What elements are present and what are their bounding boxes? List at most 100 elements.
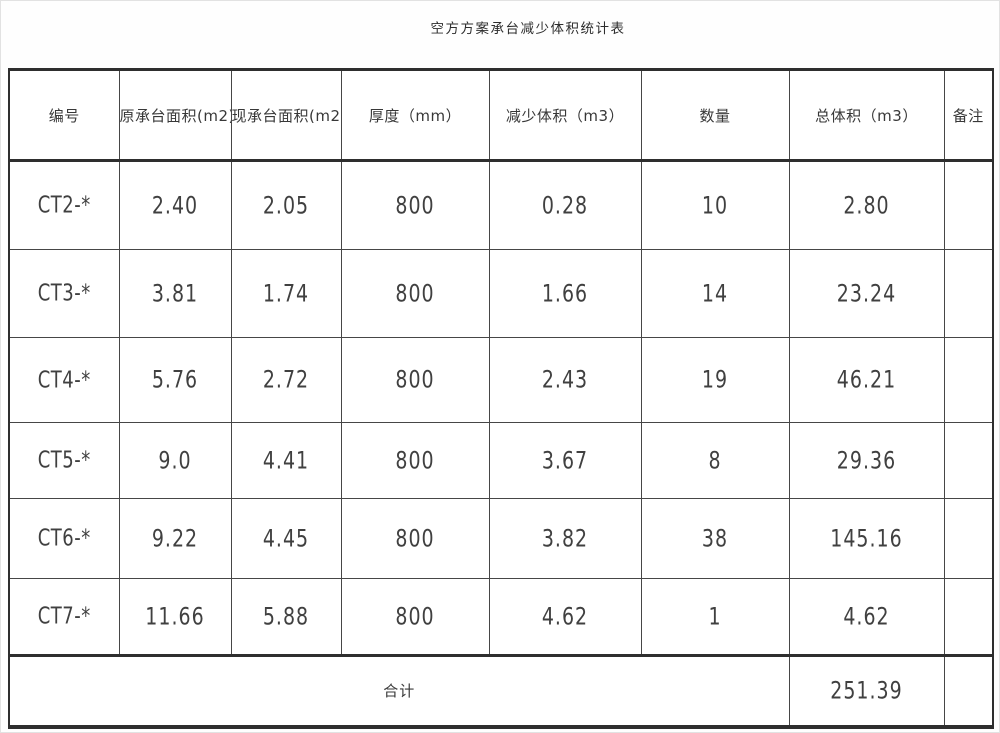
cell-text: 14 — [701, 279, 729, 308]
cell-original-area: 3.81 — [118, 249, 232, 338]
cell-current-area: 4.41 — [230, 422, 342, 499]
column-header-quantity: 数量 — [640, 69, 790, 162]
table-row: CT7-* 11.66 5.88 800 4.62 1 4.62 — [8, 578, 994, 656]
page-title: 空方方案承台减少体积统计表 — [430, 21, 626, 37]
cell-text: 5.88 — [262, 602, 310, 631]
header-row: 编号 原承台面积(m2) 现承台面积(m2) 厚度（mm） 减少体积（m3） 数… — [8, 69, 994, 162]
cell-text: 10 — [701, 191, 729, 220]
cell-quantity: 10 — [640, 160, 790, 250]
cell-id: CT2-* — [8, 160, 120, 250]
cell-text: 800 — [395, 602, 435, 631]
cell-text: 800 — [395, 524, 435, 553]
cell-text: 9.22 — [151, 524, 199, 553]
cell-text: 2.05 — [262, 191, 310, 220]
cell-text: 1.66 — [541, 279, 589, 308]
cell-reduced-volume: 4.62 — [488, 578, 642, 656]
cell-quantity: 8 — [640, 422, 790, 499]
cell-text: 4.62 — [843, 602, 890, 631]
cell-text: 1 — [708, 602, 722, 631]
cell-thickness: 800 — [340, 337, 490, 423]
cell-text: 23.24 — [836, 279, 897, 308]
cell-remark — [943, 337, 994, 423]
cell-text: 5.76 — [151, 365, 199, 395]
cell-id: CT5-* — [8, 422, 120, 499]
cell-current-area: 5.88 — [230, 578, 342, 656]
cell-text: 4.62 — [541, 602, 589, 631]
cell-id: CT4-* — [8, 337, 120, 423]
cell-text: 251.39 — [830, 676, 903, 705]
cell-original-area: 9.0 — [118, 422, 232, 499]
cell-text: CT3-* — [37, 280, 91, 307]
column-header-thickness: 厚度（mm） — [340, 69, 490, 162]
column-header-id: 编号 — [8, 69, 120, 162]
cell-reduced-volume: 3.67 — [488, 422, 642, 499]
cell-text: 800 — [395, 279, 435, 308]
cell-current-area: 1.74 — [230, 249, 342, 338]
cell-text: 38 — [701, 524, 729, 553]
table-row: CT5-* 9.0 4.41 800 3.67 8 29.36 — [8, 422, 994, 499]
cell-text: 2.43 — [541, 365, 589, 395]
cell-text: 800 — [395, 365, 435, 395]
cell-text: 2.72 — [262, 365, 310, 395]
cell-reduced-volume: 1.66 — [488, 249, 642, 338]
cell-text: 0.28 — [541, 191, 589, 220]
cell-id: CT3-* — [8, 249, 120, 338]
total-label: 合计 — [8, 654, 790, 727]
cell-thickness: 800 — [340, 422, 490, 499]
table-row: CT6-* 9.22 4.45 800 3.82 38 145.16 — [8, 498, 994, 579]
cell-thickness: 800 — [340, 249, 490, 338]
cell-reduced-volume: 0.28 — [488, 160, 642, 250]
cell-quantity: 1 — [640, 578, 790, 656]
total-row: 合计 251.39 — [8, 654, 994, 727]
cell-remark — [943, 578, 994, 656]
cell-text: 3.82 — [541, 524, 589, 553]
volume-statistics-table: 编号 原承台面积(m2) 现承台面积(m2) 厚度（mm） 减少体积（m3） 数… — [8, 68, 994, 729]
cell-quantity: 19 — [640, 337, 790, 423]
cell-text: CT4-* — [37, 366, 91, 394]
cell-text: 800 — [395, 191, 435, 220]
cell-text: 8 — [708, 446, 722, 475]
cell-reduced-volume: 3.82 — [488, 498, 642, 579]
cell-current-area: 2.72 — [230, 337, 342, 423]
column-header-original-area: 原承台面积(m2) — [118, 69, 232, 162]
cell-text: 9.0 — [158, 446, 192, 475]
cell-text: CT5-* — [37, 447, 91, 474]
cell-original-area: 5.76 — [118, 337, 232, 423]
cell-quantity: 14 — [640, 249, 790, 338]
cell-id: CT6-* — [8, 498, 120, 579]
cell-remark — [943, 498, 994, 579]
column-header-reduced-volume: 减少体积（m3） — [488, 69, 642, 162]
cell-remark — [943, 422, 994, 499]
cell-text: 2.80 — [843, 191, 890, 220]
cell-reduced-volume: 2.43 — [488, 337, 642, 423]
cell-text: 3.81 — [151, 279, 199, 308]
cell-current-area: 2.05 — [230, 160, 342, 250]
column-header-remark: 备注 — [943, 69, 994, 162]
cell-remark — [943, 249, 994, 338]
cell-total-volume: 2.80 — [788, 160, 945, 250]
cell-thickness: 800 — [340, 498, 490, 579]
cell-text: 11.66 — [145, 602, 205, 631]
cell-thickness: 800 — [340, 160, 490, 250]
cell-text: 3.67 — [541, 446, 589, 475]
table-row: CT3-* 3.81 1.74 800 1.66 14 23.24 — [8, 249, 994, 338]
cell-total-volume: 29.36 — [788, 422, 945, 499]
cell-text: 2.40 — [151, 191, 199, 220]
table-row: CT4-* 5.76 2.72 800 2.43 19 46.21 — [8, 337, 994, 423]
column-header-total-volume: 总体积（m3） — [788, 69, 945, 162]
cell-total-volume: 4.62 — [788, 578, 945, 656]
cell-text: 4.45 — [262, 524, 310, 553]
cell-current-area: 4.45 — [230, 498, 342, 579]
cell-text: 4.41 — [262, 446, 310, 475]
cell-original-area: 9.22 — [118, 498, 232, 579]
total-volume-sum: 251.39 — [788, 654, 945, 727]
cell-text: 29.36 — [836, 446, 897, 475]
cell-original-area: 11.66 — [118, 578, 232, 656]
cell-original-area: 2.40 — [118, 160, 232, 250]
cell-text: 46.21 — [836, 365, 897, 395]
cell-quantity: 38 — [640, 498, 790, 579]
cell-id: CT7-* — [8, 578, 120, 656]
cell-total-volume: 23.24 — [788, 249, 945, 338]
total-remark — [943, 654, 994, 727]
